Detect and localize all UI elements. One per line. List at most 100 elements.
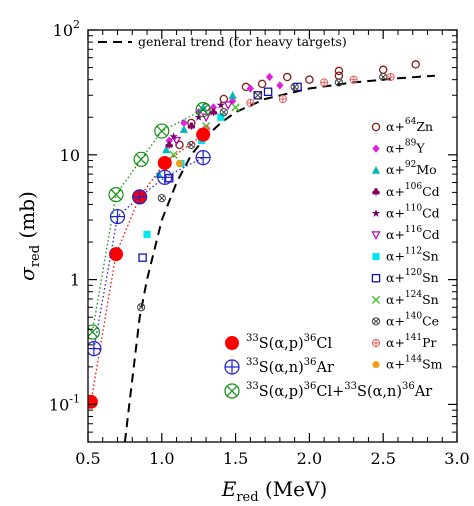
data-point [162, 145, 171, 154]
data-point [88, 341, 102, 357]
x-axis-title: Ered (MeV) [221, 477, 328, 505]
data-point [278, 94, 287, 104]
data-point [138, 253, 147, 262]
x-tick-label: 3.0 [444, 449, 469, 468]
legend-entry: α+141Pr [386, 333, 437, 350]
data-point [209, 103, 218, 112]
series-line [91, 109, 204, 333]
legend-entry: α+140Ce [386, 311, 439, 328]
data-point [169, 150, 178, 159]
legend-marker [371, 209, 381, 217]
data-point [228, 91, 237, 99]
x-tick-label: 1.5 [223, 449, 248, 468]
legend-entry: α+92Mo [386, 160, 437, 177]
legend-entry: α+112Sn [386, 247, 439, 264]
legend-big-entry: 33S(α,p)36Cl [246, 333, 333, 352]
legend-marker [372, 253, 380, 261]
data-point [196, 127, 211, 142]
data-point [195, 102, 211, 118]
y-tick-label: 102 [53, 18, 80, 40]
series-line [93, 157, 204, 349]
data-point [290, 82, 299, 92]
legend-entry: α+64Zn [386, 117, 433, 134]
legend-entry: α+110Cd [386, 203, 440, 220]
legend-marker [371, 231, 381, 240]
data-point [143, 230, 151, 239]
legend-marker [372, 144, 380, 153]
plot-frame [87, 29, 458, 443]
data-point [108, 186, 124, 203]
data-point [253, 91, 262, 100]
data-point [217, 113, 225, 121]
data-point [257, 79, 267, 89]
legend-entry: α+124Sn [386, 290, 439, 307]
series-5 [171, 101, 233, 146]
series-13 [88, 149, 211, 357]
series-10 [201, 72, 395, 134]
legend-big-entry: 33S(α,n)36Ar [246, 357, 334, 376]
data-point [179, 125, 189, 133]
data-point [137, 303, 146, 312]
legend-marker [371, 317, 381, 326]
data-point [187, 122, 196, 130]
legend-marker [371, 166, 381, 174]
data-point [195, 107, 203, 117]
data-point [283, 72, 292, 82]
data-point [219, 107, 228, 117]
legend-big-marker [224, 383, 240, 399]
legend-entry: α+120Sn [386, 268, 439, 285]
data-point [265, 72, 274, 82]
legend-marker [371, 295, 381, 304]
data-point [246, 98, 255, 108]
axes: 0.5 1.0 1.5 2.0 2.5 3.0 10-1 1 10 102 Ered (MeV) σr… [15, 18, 470, 505]
data-point [109, 247, 124, 262]
data-point [263, 87, 273, 97]
y-tick-label: 10 [60, 146, 80, 165]
data-point [386, 72, 395, 82]
data-point [88, 324, 101, 340]
data-point [154, 123, 170, 139]
data-point [411, 60, 420, 69]
legend-entry: α+89Y [386, 139, 425, 156]
series-4 [169, 100, 226, 141]
series-line [90, 134, 204, 402]
legend-marker [371, 338, 381, 348]
legend-big-marker [224, 359, 240, 375]
data-point [175, 160, 184, 168]
data-point [334, 71, 344, 80]
y-tick-label: 1 [70, 271, 80, 290]
legend-entry: α+106Cd [386, 182, 440, 199]
legend-marker [371, 122, 381, 132]
series-3 [165, 108, 218, 149]
series-7 [138, 82, 302, 262]
legend-marker [372, 188, 380, 196]
legend: general trend (for heavy targets) α+64Zn α… [98, 34, 443, 400]
series-0 [175, 60, 420, 150]
legend-big-marker [225, 336, 239, 350]
data-point [88, 394, 98, 409]
series-9 [137, 72, 388, 312]
legend-entry: α+144Sm [386, 355, 443, 372]
y-axis-title: σred (mb) [15, 191, 43, 281]
trend-legend-label: general trend (for heavy targets) [138, 34, 347, 49]
data-point [378, 65, 388, 75]
data-point [334, 78, 344, 87]
data-point [231, 103, 240, 112]
series-14 [88, 102, 211, 340]
data-point [305, 75, 314, 84]
data-point [246, 84, 254, 93]
y-tick-label: 10-1 [49, 392, 80, 414]
data-point [216, 100, 226, 109]
x-tick-label: 2.0 [297, 449, 322, 468]
data-point [334, 66, 344, 76]
data-point [223, 101, 233, 111]
legend-big-entry: 33S(α,p)36Cl+33S(α,n)36Ar [246, 381, 432, 400]
data-point [133, 151, 149, 167]
data-point [157, 155, 172, 170]
data-point [320, 78, 329, 87]
data-point [195, 149, 211, 166]
legend-marker [372, 361, 380, 369]
data-point [187, 140, 196, 150]
data-point [157, 193, 166, 203]
